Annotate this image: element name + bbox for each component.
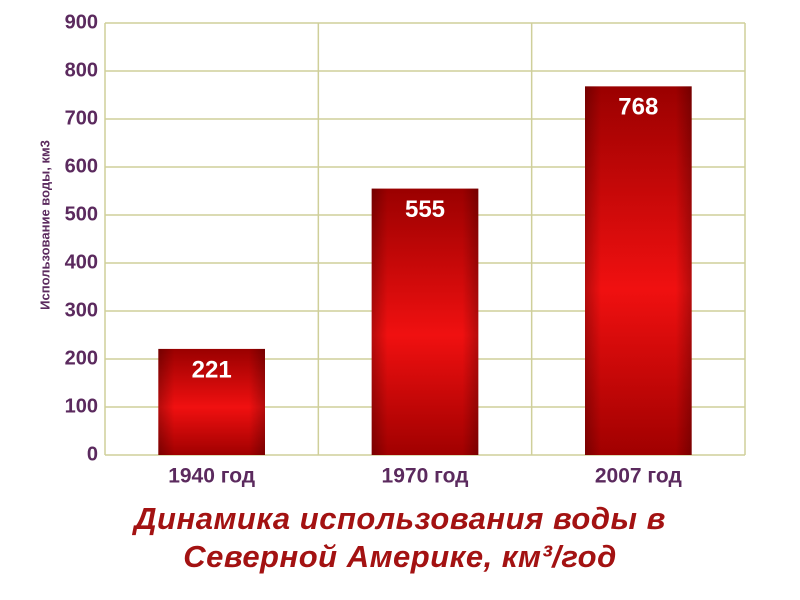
data-label: 768	[618, 94, 658, 121]
chart-title: Динамика использования воды в Северной А…	[134, 501, 666, 574]
y-tick-label: 500	[65, 203, 98, 225]
y-tick-label: 700	[65, 107, 98, 129]
y-tick-label: 800	[65, 59, 98, 81]
y-tick-label: 400	[65, 251, 98, 273]
y-tick-label: 600	[65, 155, 98, 177]
y-tick-label: 900	[65, 11, 98, 33]
y-tick-label: 200	[65, 347, 98, 369]
x-tick-label: 2007 год	[595, 465, 682, 488]
bar-shade	[371, 188, 479, 455]
data-label: 221	[192, 356, 232, 383]
x-tick-label: 1970 год	[382, 465, 469, 488]
data-label: 555	[405, 196, 445, 223]
y-tick-label: 300	[65, 299, 98, 321]
y-axis-title: Использование воды, км3	[37, 140, 52, 310]
y-tick-label: 0	[87, 443, 98, 465]
bar-shade	[585, 86, 692, 456]
x-tick-label: 1940 год	[168, 465, 255, 488]
chart: Использование воды, км3 0 100 200 300 400 500…	[37, 11, 746, 488]
y-tick-label: 100	[65, 395, 98, 417]
bar-shade	[158, 348, 265, 455]
